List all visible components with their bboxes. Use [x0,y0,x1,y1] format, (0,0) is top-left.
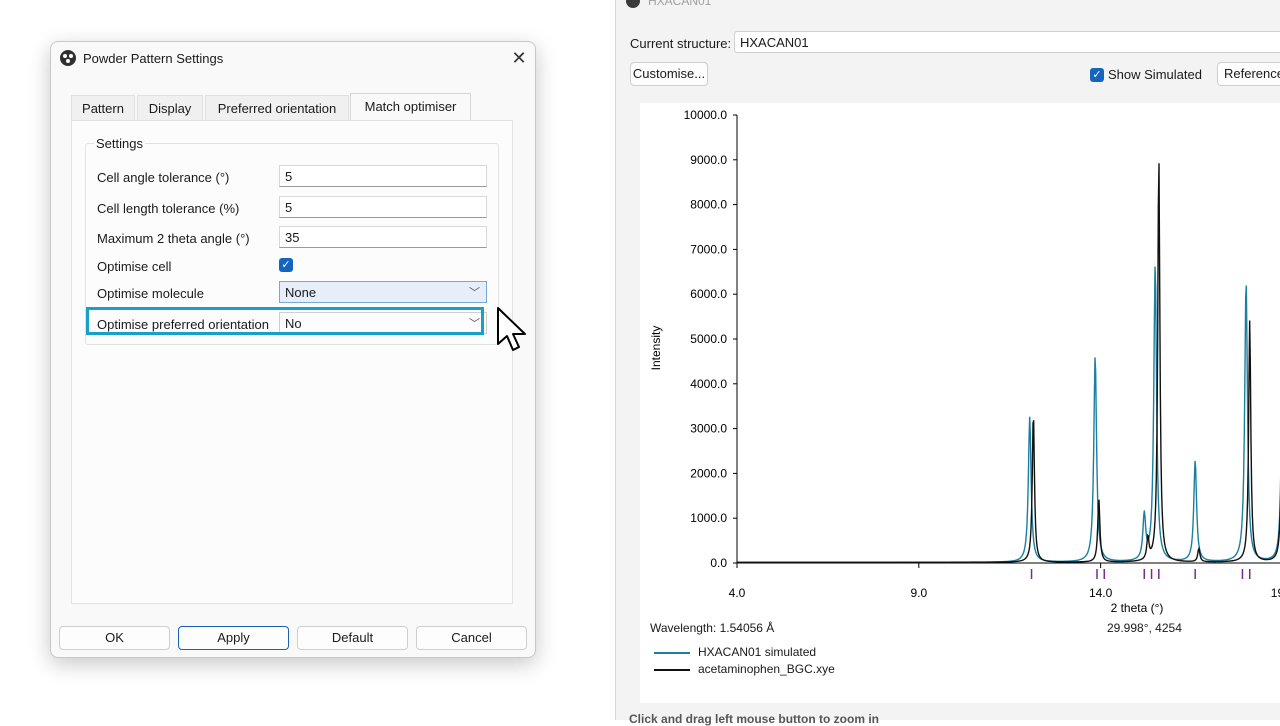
legend-swatch-simulated [654,651,690,654]
close-icon[interactable]: ✕ [511,48,527,68]
match-optimiser-panel: Settings Cell angle tolerance (°) 5 Cell… [71,120,513,604]
optimise-molecule-label: Optimise molecule [97,286,204,301]
settings-group-title: Settings [94,136,145,151]
y-axis-title: Intensity [649,326,663,371]
legend-item-observed: acetaminophen_BGC.xye [654,662,835,678]
optimise-cell-checkbox[interactable]: ✓ [279,258,293,272]
cell-length-tolerance-label: Cell length tolerance (%) [97,201,240,216]
optimise-preferred-orientation-label: Optimise preferred orientation [97,317,269,332]
tab-match-optimiser[interactable]: Match optimiser [350,93,471,120]
x-tick-label: 4.0 [729,586,746,600]
series-line-observed [737,163,1280,564]
optimise-cell-label: Optimise cell [97,259,172,274]
optimise-molecule-select[interactable]: None ﹀ [279,281,487,303]
chart-panel[interactable]: 0.0 1000.0 2000.0 3000.0 4000.0 5000.0 6000.0 7… [640,103,1280,703]
legend-swatch-observed [654,668,690,671]
chevron-down-icon: ﹀ [469,287,480,299]
show-simulated-checkbox[interactable]: ✓ [1090,67,1104,82]
legend-label-observed: acetaminophen_BGC.xye [698,662,835,676]
cell-angle-tolerance-input[interactable]: 5 [279,165,487,187]
dialog-title: Powder Pattern Settings [83,51,224,66]
tab-preferred-orientation[interactable]: Preferred orientation [205,95,349,120]
apply-button[interactable]: Apply [178,626,289,650]
customise-button[interactable]: Customise... [630,62,708,86]
optimise-preferred-orientation-select[interactable]: No ﹀ [279,312,487,334]
cell-angle-tolerance-label: Cell angle tolerance (°) [97,170,230,185]
chart-hint-text: Click and drag left mouse button to zoom… [629,712,880,726]
y-tick-label: 9000.0 [690,153,727,167]
show-simulated-label: Show Simulated [1108,67,1202,83]
main-window-title: HXACAN01 [648,0,712,8]
legend-label-simulated: HXACAN01 simulated [698,645,817,659]
x-tick-label: 19.0 [1271,586,1280,600]
y-tick-label: 4000.0 [690,377,727,391]
x-tick-label: 9.0 [910,586,927,600]
tab-pattern[interactable]: Pattern [71,95,135,120]
powder-pattern-chart[interactable]: 0.0 1000.0 2000.0 3000.0 4000.0 5000.0 6000.0 7… [640,103,1280,703]
cell-length-tolerance-input[interactable]: 5 [279,196,487,218]
max-2theta-angle-input[interactable]: 35 [279,226,487,248]
default-button[interactable]: Default [297,626,408,650]
current-structure-label: Current structure: [630,36,732,51]
current-structure-field[interactable]: HXACAN01 [734,31,1280,53]
y-tick-label: 7000.0 [690,242,727,256]
dialog-app-icon [60,50,76,66]
legend-item-simulated: HXACAN01 simulated [654,645,816,661]
optimise-molecule-value: None [285,285,317,300]
y-tick-label: 1000.0 [690,511,727,525]
tab-display[interactable]: Display [137,95,203,120]
y-tick-label: 3000.0 [690,422,727,436]
show-simulated-toggle[interactable]: ✓ Show Simulated [1090,66,1202,82]
optimise-preferred-orientation-value: No [285,316,302,331]
main-window: HXACAN01 Current structure: HXACAN01 Cus… [615,0,1280,720]
x-axis-title: 2 theta (°) [1111,601,1164,615]
app-icon [626,0,640,8]
y-tick-label: 6000.0 [690,287,727,301]
settings-group [85,143,499,345]
y-tick-label: 2000.0 [690,466,727,480]
max-2theta-angle-label: Maximum 2 theta angle (°) [97,231,250,246]
main-title-bar: HXACAN01 [616,0,1280,10]
reference-button[interactable]: Reference... [1217,62,1280,86]
wavelength-readout: Wavelength: 1.54056 Å [650,621,775,635]
y-tick-label: 10000.0 [684,108,728,122]
chevron-down-icon: ﹀ [469,318,480,330]
y-tick-label: 8000.0 [690,198,727,212]
series-line-simulated [737,266,1280,564]
cancel-button[interactable]: Cancel [416,626,527,650]
powder-pattern-settings-dialog: Powder Pattern Settings ✕ Pattern Displa… [50,41,536,658]
cursor-coordinate-readout: 29.998°, 4254 [1107,621,1182,635]
x-tick-label: 14.0 [1089,586,1113,600]
y-tick-label: 0.0 [710,556,727,570]
checkmark-icon: ✓ [281,259,291,271]
ok-button[interactable]: OK [59,626,170,650]
y-tick-label: 5000.0 [690,332,727,346]
mouse-pointer-icon [497,307,526,351]
